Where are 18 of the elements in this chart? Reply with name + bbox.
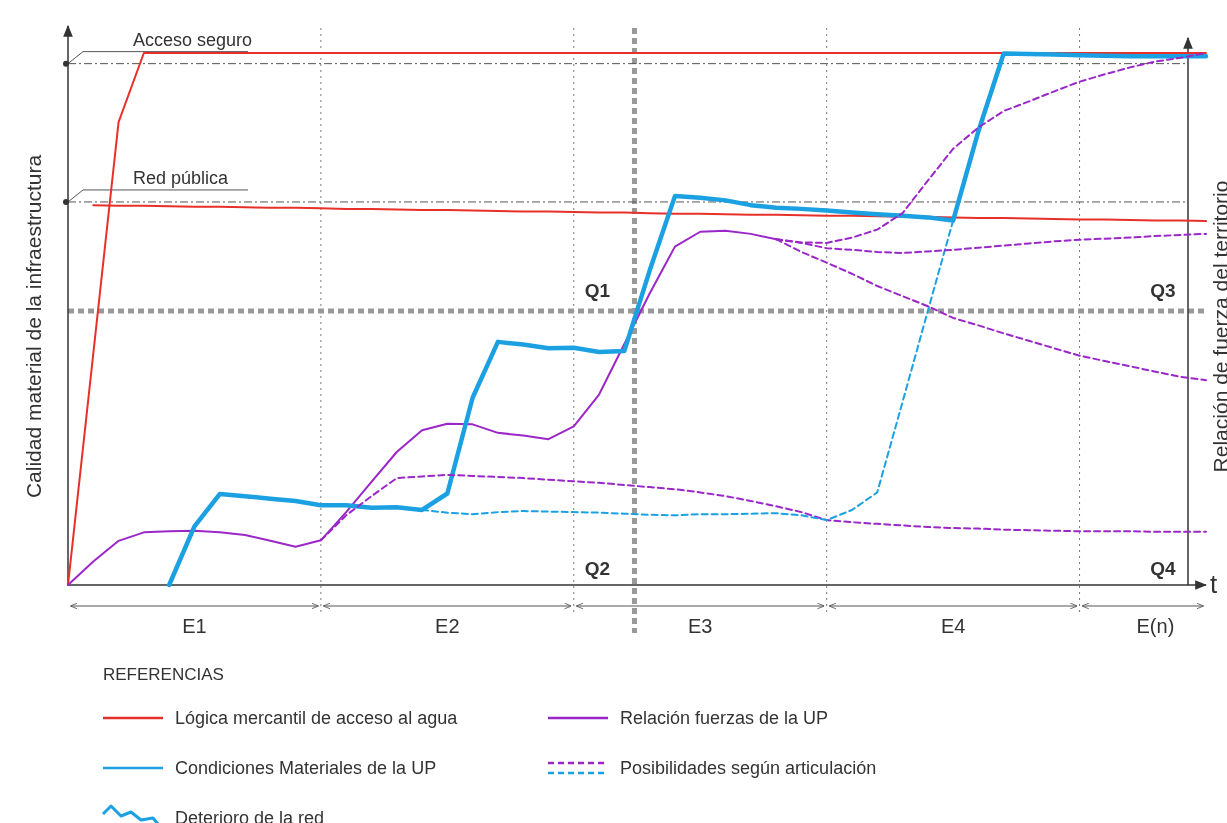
annotation: Q1 [584,280,611,302]
annotation: Q4 [1150,558,1177,579]
x-tick-label: E1 [182,615,207,637]
legend-title: REFERENCIAS [103,665,224,684]
x-tick-label: E4 [940,615,966,637]
x-tick-label: E3 [687,615,713,637]
legend-label: Condiciones Materiales de la UP [175,758,437,778]
legend-label: Posibilidades según articulación [620,758,877,778]
x-tick-label: E2 [435,615,460,637]
x-tick-label: E(n) [1136,615,1175,637]
annotation: Q3 [1150,280,1176,302]
ref-line-label: Red pública [133,167,230,188]
y-axis-title: Calidad material de la infraestructura [22,154,45,499]
ref-line-label: Acceso seguro [133,29,253,50]
legend-label: Relación fuerzas de la UP [620,708,829,728]
legend-label: Lógica mercantil de acceso al agua [175,708,459,728]
x-axis-title: t [1210,569,1218,599]
annotation: Q2 [584,558,611,579]
